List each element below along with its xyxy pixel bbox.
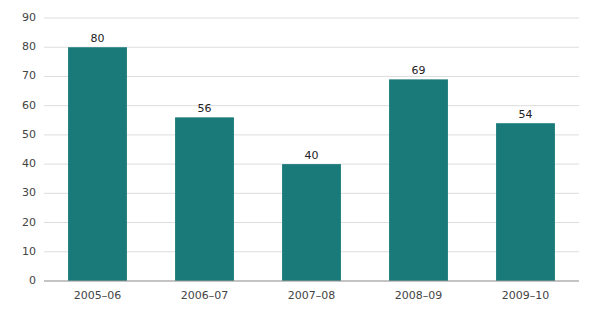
- bar: [175, 117, 234, 281]
- x-tick-label: 2009–10: [502, 289, 550, 302]
- y-axis: 0 10 20 30 40 50 60 70 80 90: [22, 11, 36, 287]
- data-label: 80: [91, 32, 105, 45]
- x-tick-label: 2006–07: [181, 289, 229, 302]
- y-tick-label: 80: [22, 40, 36, 53]
- bar: [496, 123, 555, 281]
- y-tick-label: 40: [22, 157, 36, 170]
- x-tick-label: 2005–06: [74, 289, 122, 302]
- data-label: 69: [412, 64, 426, 77]
- chart-container: 0 10 20 30 40 50 60 70 80 90 80 56 40 69 54 2005–06 2006…: [0, 0, 593, 313]
- x-axis: 2005–06 2006–07 2007–08 2008–09 2009–10: [44, 281, 579, 302]
- grid-line: [44, 281, 579, 282]
- chart-svg: 0 10 20 30 40 50 60 70 80 90 80 56 40 69 54 2005–06 2006…: [0, 0, 593, 313]
- x-axis-line: [44, 281, 579, 282]
- y-tick-label: 30: [22, 186, 36, 199]
- y-tick-label: 70: [22, 69, 36, 82]
- x-tick-label: 2008–09: [395, 289, 443, 302]
- y-tick-label: 0: [29, 274, 36, 287]
- data-label: 54: [519, 108, 533, 121]
- y-tick-label: 50: [22, 128, 36, 141]
- bar: [389, 79, 448, 281]
- y-tick-label: 20: [22, 216, 36, 229]
- x-tick-label: 2007–08: [288, 289, 336, 302]
- y-tick-label: 10: [22, 245, 36, 258]
- y-tick-label: 60: [22, 99, 36, 112]
- data-labels: 80 56 40 69 54: [91, 32, 533, 162]
- data-label: 56: [198, 102, 212, 115]
- bar: [282, 164, 341, 281]
- y-tick-label: 90: [22, 11, 36, 24]
- bar: [68, 47, 127, 281]
- grid-line: [44, 18, 579, 19]
- bars: [68, 47, 555, 281]
- data-label: 40: [305, 149, 319, 162]
- grid: [44, 18, 579, 281]
